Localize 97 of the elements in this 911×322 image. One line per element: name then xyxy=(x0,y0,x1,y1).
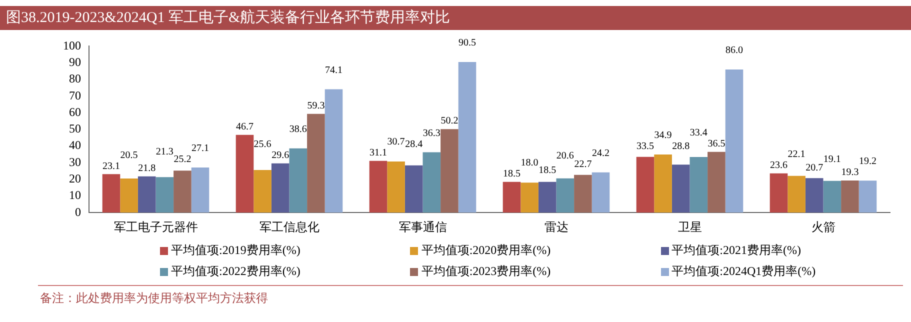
y-tick-label: 50 xyxy=(69,122,81,136)
bar xyxy=(138,176,156,213)
data-label: 30.7 xyxy=(387,136,405,148)
bar xyxy=(191,168,210,213)
y-tick-label: 60 xyxy=(69,104,81,119)
data-label: 27.1 xyxy=(192,143,209,154)
bar xyxy=(725,69,744,213)
legend-label: 平均值项:2023费用率(%) xyxy=(421,263,551,280)
data-label: 18.5 xyxy=(538,164,556,176)
bar xyxy=(708,152,726,213)
data-label: 34.9 xyxy=(654,130,672,142)
bar xyxy=(440,129,458,213)
data-label: 24.2 xyxy=(592,148,610,159)
y-tick-label: 40 xyxy=(69,138,81,152)
data-label: 25.2 xyxy=(174,154,192,166)
legend-label: 平均值项:2020费用率(%) xyxy=(421,242,551,259)
y-tick-label: 10 xyxy=(69,188,81,202)
data-label: 28.4 xyxy=(405,138,423,150)
bar xyxy=(307,114,325,213)
y-tick-label: 0 xyxy=(75,204,81,219)
legend-label: 平均值项:2021费用率(%) xyxy=(672,242,801,259)
bar xyxy=(236,134,254,213)
data-label: 22.1 xyxy=(788,148,806,160)
bar xyxy=(102,174,120,213)
y-tick-label: 70 xyxy=(69,88,81,102)
data-label: 29.6 xyxy=(272,150,290,161)
data-label: 74.1 xyxy=(325,64,342,76)
x-tick-label: 火箭 xyxy=(811,220,836,234)
data-label: 33.4 xyxy=(690,127,708,138)
data-label: 23.6 xyxy=(770,160,788,171)
data-label: 20.7 xyxy=(806,162,824,174)
data-label: 20.5 xyxy=(120,150,138,161)
data-label: 46.7 xyxy=(236,122,254,133)
bar xyxy=(841,180,859,213)
data-label: 59.3 xyxy=(307,100,325,112)
bar xyxy=(174,170,192,213)
y-tick-label: 20 xyxy=(69,171,81,186)
bar xyxy=(324,89,343,213)
bar xyxy=(858,180,877,213)
bar xyxy=(502,182,521,213)
y-tick-label: 80 xyxy=(69,72,81,86)
y-tick-label: 30 xyxy=(69,154,81,169)
y-tick-label: 90 xyxy=(69,54,81,69)
data-label: 21.3 xyxy=(156,146,174,158)
data-label: 25.6 xyxy=(254,138,272,150)
data-label: 21.8 xyxy=(138,162,156,174)
data-label: 22.7 xyxy=(574,158,592,170)
data-label: 19.3 xyxy=(841,167,859,178)
data-label: 38.6 xyxy=(289,124,307,135)
data-label: 31.1 xyxy=(370,147,387,158)
data-label: 50.2 xyxy=(440,116,458,127)
data-label: 23.1 xyxy=(102,160,120,172)
bar xyxy=(654,154,672,213)
bar xyxy=(404,165,423,213)
bar xyxy=(690,157,708,213)
x-tick-label: 军工信息化 xyxy=(259,220,320,234)
data-label: 36.3 xyxy=(422,128,440,139)
bar xyxy=(823,180,842,213)
chart-title: 图38.2019-2023&2024Q1 军工电子&航天装备行业各环节费用率对比 xyxy=(0,6,911,30)
legend-label: 平均值项:2022费用率(%) xyxy=(171,263,300,280)
x-tick-label: 卫星 xyxy=(678,220,702,234)
legend-label: 平均值项:2024Q1费用率(%) xyxy=(672,263,816,280)
bar xyxy=(387,162,405,213)
data-label: 28.8 xyxy=(672,141,690,152)
bar xyxy=(254,170,272,213)
bar xyxy=(788,176,806,213)
data-label: 19.1 xyxy=(823,154,841,165)
bar xyxy=(805,178,824,213)
bar xyxy=(369,160,388,213)
bar xyxy=(422,152,441,213)
bar xyxy=(672,164,690,213)
y-tick-label: 100 xyxy=(63,38,81,52)
bar xyxy=(770,173,788,213)
data-label: 18.0 xyxy=(520,157,538,168)
x-tick-label: 雷达 xyxy=(544,220,568,234)
x-tick-label: 军事通信 xyxy=(398,220,447,234)
bar xyxy=(156,177,174,213)
data-label: 20.6 xyxy=(556,150,574,162)
bar xyxy=(636,156,654,213)
data-label: 90.5 xyxy=(458,38,476,49)
data-label: 36.5 xyxy=(708,138,726,150)
bar xyxy=(458,62,476,213)
bar xyxy=(592,172,610,213)
data-label: 19.2 xyxy=(859,156,876,168)
data-label: 33.5 xyxy=(636,141,654,152)
bar xyxy=(520,182,538,213)
bar xyxy=(120,178,138,213)
bar xyxy=(538,182,556,213)
data-label: 86.0 xyxy=(726,45,743,56)
x-tick-label: 军工电子元器件 xyxy=(114,220,198,234)
bar xyxy=(574,174,592,213)
text: 备注：此处费用率为使用等权平均方法获得 xyxy=(39,290,269,307)
bar xyxy=(289,148,308,213)
legend-label: 平均值项:2019费用率(%) xyxy=(171,242,300,259)
bar xyxy=(271,163,290,213)
data-label: 18.5 xyxy=(503,168,520,180)
bar xyxy=(556,178,574,213)
